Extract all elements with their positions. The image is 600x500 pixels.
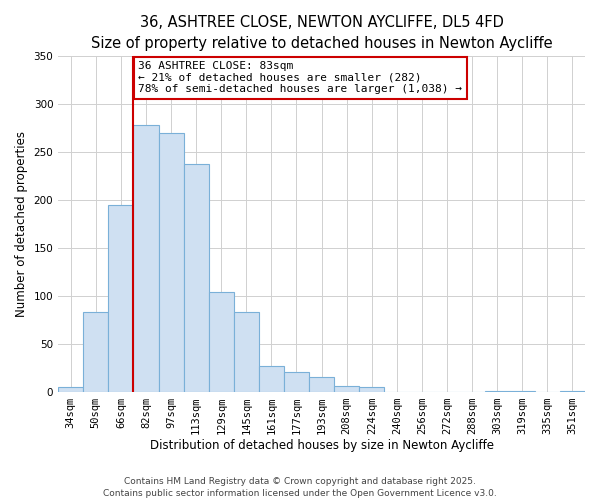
Bar [359,387,385,392]
Bar [209,292,234,392]
Bar [133,126,158,392]
Bar [309,377,334,392]
Bar [560,390,585,392]
Bar [334,386,359,392]
Text: 36 ASHTREE CLOSE: 83sqm
← 21% of detached houses are smaller (282)
78% of semi-d: 36 ASHTREE CLOSE: 83sqm ← 21% of detache… [139,61,463,94]
Bar [234,312,259,392]
Bar [259,366,284,392]
Bar [58,387,83,392]
Bar [510,390,535,392]
Y-axis label: Number of detached properties: Number of detached properties [15,131,28,317]
Bar [485,390,510,392]
Bar [109,205,133,392]
X-axis label: Distribution of detached houses by size in Newton Aycliffe: Distribution of detached houses by size … [149,440,494,452]
Text: Contains HM Land Registry data © Crown copyright and database right 2025.
Contai: Contains HM Land Registry data © Crown c… [103,476,497,498]
Bar [158,133,184,392]
Title: 36, ASHTREE CLOSE, NEWTON AYCLIFFE, DL5 4FD
Size of property relative to detache: 36, ASHTREE CLOSE, NEWTON AYCLIFFE, DL5 … [91,15,553,51]
Bar [83,312,109,392]
Bar [284,372,309,392]
Bar [184,164,209,392]
